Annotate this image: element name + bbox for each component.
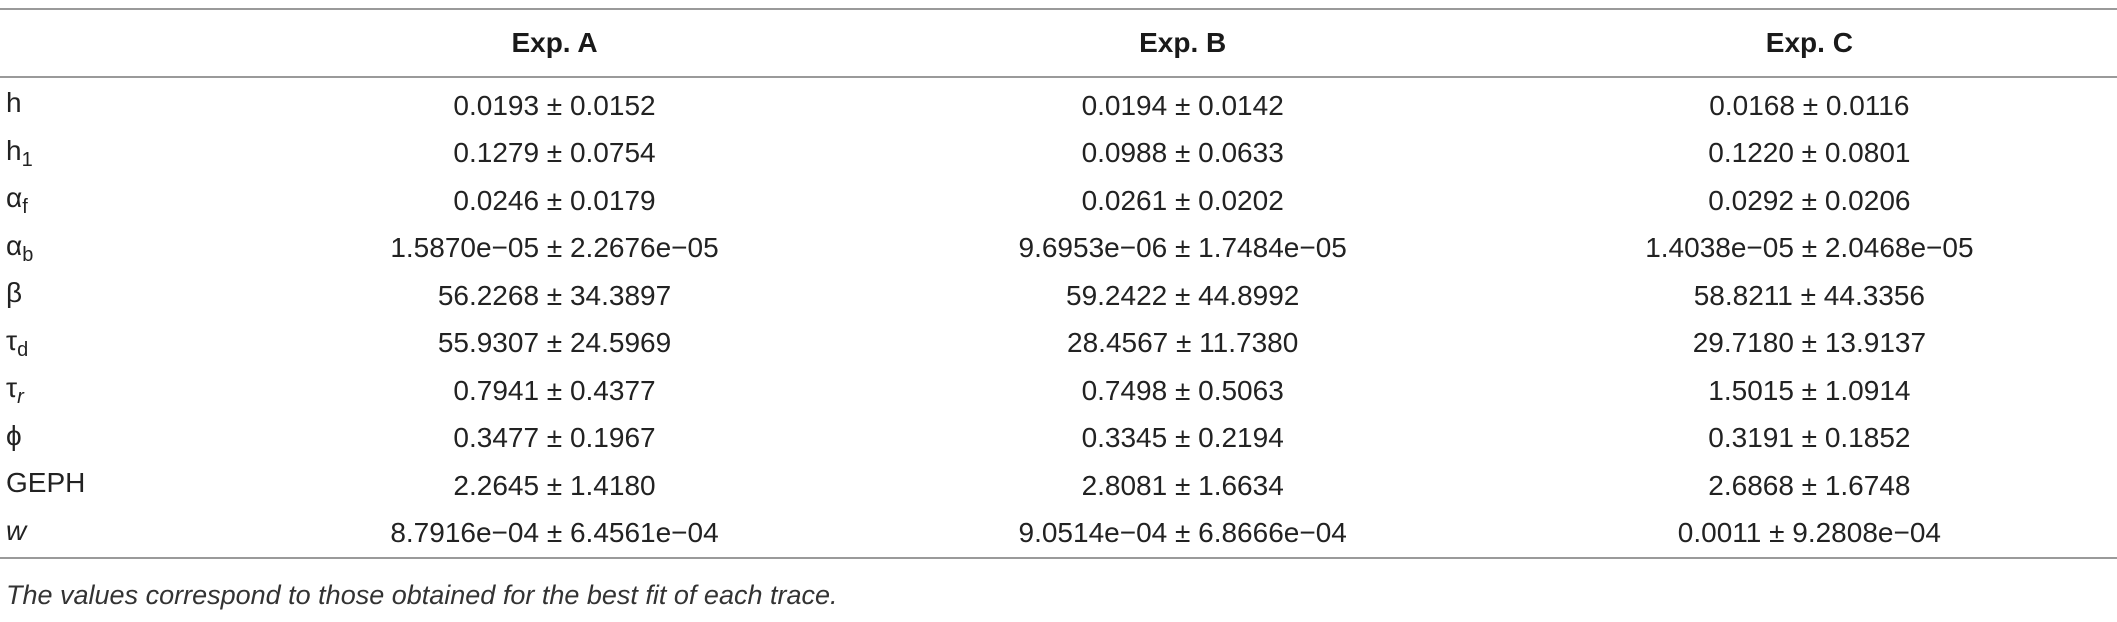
param-symbol: β xyxy=(6,277,23,309)
value-cell-exp-b: 9.6953e−06 ± 1.7484e−05 xyxy=(1018,232,1347,264)
value-cell-exp-a: 0.3477 ± 0.1967 xyxy=(453,422,656,454)
value-cell-exp-b: 0.0194 ± 0.0142 xyxy=(1081,89,1284,121)
header-row: Exp. A Exp. B Exp. C xyxy=(0,8,2117,78)
param-cell: τr xyxy=(0,367,245,415)
header-cell-param xyxy=(0,8,246,78)
param-cell: ϕ xyxy=(0,415,245,463)
value-cell-exp-c: 58.8211 ± 44.3356 xyxy=(1693,279,1926,311)
table-row: ϕ 0.3477 ± 0.1967 0.3345 ± 0.2194 0.3191… xyxy=(0,415,2117,463)
table-row: w 8.7916e−04 ± 6.4561e−04 9.0514e−04 ± 6… xyxy=(0,509,2117,559)
table-row: β 56.2268 ± 34.3897 59.2422 ± 44.8992 58… xyxy=(0,272,2117,320)
param-cell: h1 xyxy=(0,130,245,178)
table-row: h 0.0193 ± 0.0152 0.0194 ± 0.0142 0.0168… xyxy=(0,77,2117,130)
param-cell: αb xyxy=(0,225,245,273)
header-cell-exp-c: Exp. C xyxy=(1501,8,2117,78)
value-cell-exp-a: 2.2645 ± 1.4180 xyxy=(453,469,656,501)
table-row: αf 0.0246 ± 0.0179 0.0261 ± 0.0202 0.029… xyxy=(0,177,2117,225)
value-cell-exp-b: 9.0514e−04 ± 6.8666e−04 xyxy=(863,509,1502,559)
value-cell-exp-c: 0.1220 ± 0.0801 xyxy=(1708,137,1911,169)
table-row: GEPH 2.2645 ± 1.4180 2.8081 ± 1.6634 2.6… xyxy=(0,462,2117,510)
value-cell-exp-c: 2.6868 ± 1.6748 xyxy=(1708,469,1911,501)
param-symbol: h xyxy=(6,134,22,166)
table-row: τd 55.9307 ± 24.5969 28.4567 ± 11.7380 2… xyxy=(0,320,2117,368)
param-subscript: d xyxy=(17,338,29,361)
value-cell-exp-c: 0.0011 ± 9.2808e−04 xyxy=(1501,509,2117,559)
value-cell-exp-a: 0.1279 ± 0.0754 xyxy=(453,137,656,169)
table-row: αb 1.5870e−05 ± 2.2676e−05 9.6953e−06 ± … xyxy=(0,225,2117,273)
param-symbol: α xyxy=(6,229,23,261)
value-cell-exp-c: 0.0168 ± 0.0116 xyxy=(1709,89,1910,121)
header-cell-exp-a: Exp. A xyxy=(245,8,864,78)
param-symbol: τ xyxy=(6,372,18,404)
value-cell-exp-c: 1.5015 ± 1.0914 xyxy=(1708,374,1911,406)
value-cell-exp-b: 28.4567 ± 11.7380 xyxy=(1067,327,1299,359)
param-cell: GEPH xyxy=(0,462,245,510)
value-cell-exp-a: 0.0246 ± 0.0179 xyxy=(453,184,656,216)
param-cell: β xyxy=(0,272,245,320)
value-cell-exp-c: 1.4038e−05 ± 2.0468e−05 xyxy=(1645,232,1974,264)
table-row: τr 0.7941 ± 0.4377 0.7498 ± 0.5063 1.501… xyxy=(0,367,2117,415)
value-cell-exp-b: 0.0988 ± 0.0633 xyxy=(1081,137,1284,169)
header-cell-exp-b: Exp. B xyxy=(863,8,1502,78)
table-footnote: The values correspond to those obtained … xyxy=(6,580,838,610)
value-cell-exp-c: 0.3191 ± 0.1852 xyxy=(1708,422,1911,454)
param-subscript: 1 xyxy=(21,148,33,171)
value-cell-exp-a: 56.2268 ± 34.3897 xyxy=(437,279,672,311)
param-subscript: r xyxy=(17,386,24,409)
param-subscript: f xyxy=(22,196,28,219)
param-symbol: w xyxy=(6,514,27,546)
param-symbol: GEPH xyxy=(6,467,86,499)
value-cell-exp-a: 55.9307 ± 24.5969 xyxy=(437,327,672,359)
value-cell-exp-c: 29.7180 ± 13.9137 xyxy=(1692,327,1927,359)
param-cell: τd xyxy=(0,320,245,368)
param-cell: w xyxy=(0,509,246,559)
table-row: h1 0.1279 ± 0.0754 0.0988 ± 0.0633 0.122… xyxy=(0,130,2117,178)
param-symbol: α xyxy=(6,182,23,214)
value-cell-exp-b: 0.3345 ± 0.2194 xyxy=(1081,422,1284,454)
value-cell-exp-a: 1.5870e−05 ± 2.2676e−05 xyxy=(390,232,719,264)
value-cell-exp-a: 8.7916e−04 ± 6.4561e−04 xyxy=(245,509,864,559)
param-cell: αf xyxy=(0,177,245,225)
value-cell-exp-b: 0.0261 ± 0.0202 xyxy=(1081,184,1284,216)
value-cell-exp-b: 2.8081 ± 1.6634 xyxy=(1081,469,1284,501)
param-symbol: τ xyxy=(6,324,18,356)
value-cell-exp-b: 0.7498 ± 0.5063 xyxy=(1081,374,1284,406)
param-cell: h xyxy=(0,77,245,130)
value-cell-exp-a: 0.0193 ± 0.0152 xyxy=(453,89,656,121)
value-cell-exp-b: 59.2422 ± 44.8992 xyxy=(1066,279,1300,311)
param-symbol: h xyxy=(6,87,22,119)
param-subscript: b xyxy=(22,243,34,266)
value-cell-exp-c: 0.0292 ± 0.0206 xyxy=(1708,184,1911,216)
param-symbol: ϕ xyxy=(6,419,22,451)
parameter-table: Exp. A Exp. B Exp. C h 0.0193 ± 0.0152 0… xyxy=(0,8,2117,559)
value-cell-exp-a: 0.7941 ± 0.4377 xyxy=(453,374,656,406)
